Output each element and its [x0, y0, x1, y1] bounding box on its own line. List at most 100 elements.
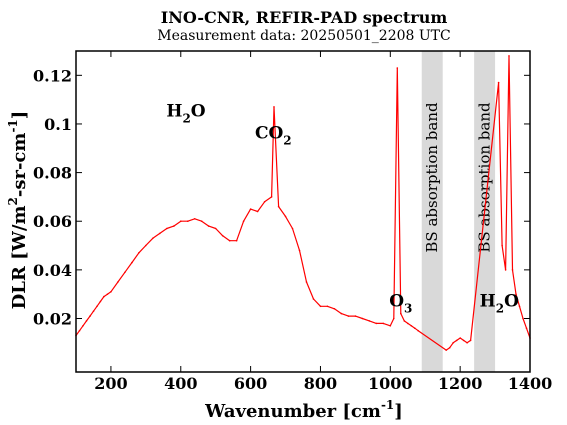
spectrum-point	[263, 201, 266, 203]
spectrum-point	[511, 269, 514, 271]
absorption-band-label-1: BS absorption band	[423, 102, 441, 253]
spectrum-point	[508, 55, 510, 57]
x-tick-label: 1200	[438, 374, 483, 393]
x-tick-label: 1000	[368, 374, 413, 393]
spectrum-point	[393, 317, 395, 320]
spectrum-point	[417, 329, 420, 332]
spectrum-point	[452, 342, 455, 344]
spectrum-point	[89, 315, 91, 317]
spectrum-point	[110, 291, 112, 293]
chart-subtitle: Measurement data: 20250501_2208 UTC	[157, 28, 450, 44]
y-tick-label: 0.1	[44, 115, 72, 134]
spectrum-point	[256, 210, 259, 213]
axis-ticks: 200 400 600 800 1000 1200 1400 0.02 0.04 0.06 0.08…	[33, 51, 552, 393]
spectrum-point	[501, 244, 503, 247]
spectrum-point	[159, 232, 161, 235]
y-tick-label: 0.06	[33, 212, 72, 231]
spectrum-point	[284, 215, 287, 218]
spectrum-point	[124, 271, 126, 274]
spectrum-point	[326, 305, 329, 308]
chart-title: INO-CNR, REFIR-PAD spectrum	[161, 8, 448, 27]
spectrum-point	[525, 327, 528, 330]
x-tick-label: 1400	[508, 374, 553, 393]
spectrum-point	[459, 337, 462, 339]
spectrum-point	[333, 308, 336, 310]
spectrum-point	[235, 239, 238, 242]
spectrum-point	[340, 312, 343, 315]
spectrum-point	[277, 205, 280, 208]
spectrum-point	[400, 312, 402, 315]
spectrum-point	[396, 67, 399, 69]
spectrum-point	[347, 315, 350, 317]
spectrum-point	[445, 349, 448, 351]
spectrum-point	[518, 305, 521, 308]
spectrum-point	[145, 244, 147, 247]
spectrum-point	[228, 239, 231, 242]
spectrum-point	[368, 320, 371, 322]
annotations: H2O CO2 O3 H2O	[166, 102, 519, 316]
y-axis-label: DLR [W/m2-sr-cm-1]	[6, 111, 30, 310]
spectrum-point	[99, 300, 102, 303]
spectrum-point	[291, 227, 294, 230]
absorption-band-1	[421, 51, 443, 372]
spectrum-point	[375, 322, 378, 325]
spectrum-point	[242, 220, 245, 222]
spectrum-point	[455, 339, 458, 342]
spectrum-point	[78, 329, 81, 332]
spectrum-point	[522, 317, 524, 320]
spectrum-point	[407, 322, 409, 325]
y-tick-label: 0.04	[33, 261, 72, 280]
x-tick-label: 600	[234, 374, 267, 393]
spectrum-point	[497, 81, 500, 84]
spectrum-point	[200, 220, 203, 222]
spectrum-point	[82, 325, 84, 327]
spectrum-point	[414, 327, 416, 330]
x-tick-label: 400	[164, 374, 197, 393]
y-tick-label: 0.08	[33, 164, 72, 183]
plot-frame	[75, 50, 531, 373]
spectrum-point	[410, 325, 413, 327]
spectrum-point	[403, 320, 406, 322]
absorption-band-label-2: BS absorption band	[476, 102, 494, 253]
spectrum-point	[187, 220, 189, 222]
gas-annotation: H2O	[480, 291, 519, 315]
spectrum-point	[180, 220, 182, 222]
spectrum-point	[448, 346, 451, 349]
spectrum-point	[103, 295, 105, 298]
spectrum-point	[389, 325, 392, 327]
spectrum-point	[466, 342, 468, 344]
spectrum-point	[462, 339, 465, 342]
spectrum-point	[361, 317, 364, 320]
spectrum-point	[469, 339, 472, 342]
spectrum-point	[117, 281, 119, 283]
spectrum-point	[85, 320, 88, 322]
y-tick-label: 0.12	[33, 66, 72, 85]
spectrum-point	[249, 208, 252, 210]
spectrum-point	[382, 322, 385, 325]
x-tick-label: 200	[94, 374, 127, 393]
spectrum-point	[273, 106, 275, 108]
gas-annotation: O3	[389, 291, 412, 315]
spectrum-point	[270, 196, 273, 198]
spectrum-point	[173, 225, 175, 227]
spectrum-point	[319, 305, 322, 308]
spectrum-point	[221, 235, 224, 237]
spectrum-point	[515, 293, 517, 296]
spectrum-point	[207, 225, 210, 227]
spectrum-point	[131, 261, 133, 264]
x-tick-label: 800	[304, 374, 337, 393]
gas-annotation: CO2	[255, 124, 292, 148]
spectrum-point	[504, 269, 507, 271]
spectrum-point	[138, 252, 140, 254]
spectrum-point	[214, 227, 217, 230]
spectrum-point	[354, 315, 357, 317]
x-axis-label: Wavenumber [cm-1]	[204, 398, 403, 422]
spectrum-point	[193, 218, 196, 220]
spectrum-point	[106, 293, 109, 296]
spectrum-point	[96, 305, 98, 308]
spectrum-point	[152, 237, 154, 240]
gas-annotation: H2O	[166, 102, 205, 126]
series-layer	[75, 55, 531, 351]
